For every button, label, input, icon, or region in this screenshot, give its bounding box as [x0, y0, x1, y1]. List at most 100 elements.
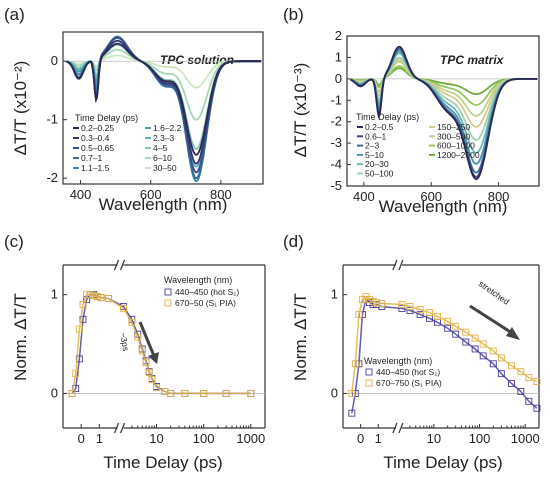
- x-tick-label: 1000: [511, 431, 540, 446]
- panel-a-axes: [62, 31, 264, 185]
- panel-b-legend-title: Time Delay (ps): [356, 112, 419, 122]
- annotation-arrowhead: [506, 327, 520, 340]
- data-point: [479, 352, 487, 360]
- y-tick-label: 1: [331, 287, 338, 302]
- legend-label: 1200–2000: [437, 150, 480, 160]
- x-tick-label: 1000: [236, 431, 265, 446]
- y-tick-label: 1: [51, 287, 58, 302]
- annotation-arrow: [138, 321, 156, 357]
- legend-label: 440–450 (hot S₂): [175, 287, 239, 297]
- data-point: [479, 340, 487, 348]
- panel-d-legend-title: Wavelength (nm): [364, 356, 432, 366]
- y-tick-label: -5: [330, 178, 342, 193]
- data-point: [517, 387, 525, 395]
- y-tick-label: 2: [335, 28, 342, 43]
- panel-b: (b) TPC matrix ΔT/T (x10⁻³) Wavelength (…: [283, 5, 540, 216]
- legend-label: 20–30: [365, 159, 389, 169]
- data-point: [416, 306, 424, 313]
- legend-label: 150–250: [437, 122, 470, 132]
- x-tick-label: 100: [193, 431, 215, 446]
- legend-label: 6–10: [153, 153, 172, 163]
- x-tick-label: 600: [420, 189, 442, 204]
- y-tick-label: -2: [46, 170, 58, 185]
- legend-label: 0.7–1: [81, 153, 103, 163]
- panel-c-legend-title: Wavelength (nm): [164, 275, 232, 285]
- y-tick-label: -3: [330, 135, 342, 150]
- legend-label: 5–10: [365, 150, 384, 160]
- data-point: [128, 318, 136, 326]
- legend-label: 0.2–0.25: [81, 123, 114, 133]
- y-tick-label: -4: [330, 157, 342, 172]
- data-point: [416, 310, 424, 318]
- data-point: [94, 293, 101, 301]
- data-point: [444, 317, 452, 325]
- axis-break-mark: [392, 422, 404, 434]
- panel-d: (d) Norm. ΔT/T Time Delay (ps) Wavelengt…: [283, 232, 541, 472]
- legend-marker: [164, 288, 172, 296]
- axis-break-mark: [113, 422, 126, 434]
- legend-label: 50–100: [365, 169, 394, 179]
- data-point: [142, 359, 150, 367]
- data-point: [145, 369, 153, 377]
- y-tick-label: 0: [331, 385, 338, 400]
- fit-line: [351, 295, 538, 394]
- panel-b-xlabel: Wavelength (nm): [379, 197, 508, 216]
- fit-line: [71, 293, 251, 395]
- legend-label: 0.3–0.4: [81, 133, 110, 143]
- data-point: [134, 333, 142, 341]
- y-tick-label: -1: [330, 92, 342, 107]
- legend-label: 0.6–1: [365, 131, 387, 141]
- y-tick-label: -1: [46, 112, 58, 127]
- legend-label: 0.2–0.5: [365, 122, 394, 132]
- data-point: [444, 324, 452, 332]
- annotation-arrow: [469, 304, 513, 335]
- data-point: [508, 380, 515, 387]
- panel-a-title: TPC solution: [160, 53, 234, 67]
- data-point: [366, 296, 373, 304]
- panel-b-title: TPC matrix: [440, 53, 505, 67]
- panel-a: (a) TPC solution ΔT/T (x10⁻²) Wavelength…: [4, 5, 264, 214]
- panel-c-xlabel: Time Delay (ps): [103, 453, 222, 472]
- x-tick-label: 100: [469, 431, 491, 446]
- data-point: [120, 305, 127, 312]
- axis-break-mark: [392, 259, 404, 271]
- data-point: [508, 362, 515, 370]
- data-point: [533, 378, 541, 386]
- panel-a-legend-title: Time Delay (ps): [75, 113, 138, 123]
- panel-a-ylabel: ΔT/T (x10⁻²): [11, 61, 30, 156]
- data-point: [369, 298, 377, 306]
- legend-label: 600–1000: [437, 141, 475, 151]
- y-tick-label: 0: [51, 53, 58, 68]
- legend-label: 670–50 (S₁ PIA): [175, 298, 236, 308]
- panel-b-axes: [346, 35, 540, 187]
- series-line: [349, 45, 538, 180]
- legend-label: 0.5–0.65: [81, 143, 114, 153]
- panel-d-xlabel: Time Delay (ps): [383, 453, 502, 472]
- x-tick-label: 10: [427, 431, 441, 446]
- data-point: [148, 376, 156, 384]
- annotation-arrowhead: [148, 352, 159, 364]
- data-point: [452, 322, 460, 330]
- data-point: [462, 328, 470, 336]
- panel-b-label: (b): [283, 5, 304, 24]
- x-tick-label: 1: [96, 431, 103, 446]
- data-point: [452, 330, 460, 338]
- series-line: [66, 42, 262, 156]
- data-point: [525, 397, 533, 405]
- x-tick-label: 800: [488, 189, 510, 204]
- legend-label: 2.3–3: [153, 133, 175, 143]
- annotation-text: stretched: [477, 278, 512, 306]
- data-point: [533, 404, 541, 412]
- data-point: [434, 312, 441, 320]
- data-point: [471, 345, 479, 353]
- data-point: [471, 334, 479, 342]
- data-point: [153, 384, 160, 391]
- legend-marker: [164, 299, 172, 307]
- legend-label: 2–3: [365, 141, 379, 151]
- y-tick-label: -2: [330, 114, 342, 129]
- legend-marker: [365, 379, 373, 387]
- axis-break-mark: [113, 259, 126, 271]
- x-tick-label: 400: [353, 189, 375, 204]
